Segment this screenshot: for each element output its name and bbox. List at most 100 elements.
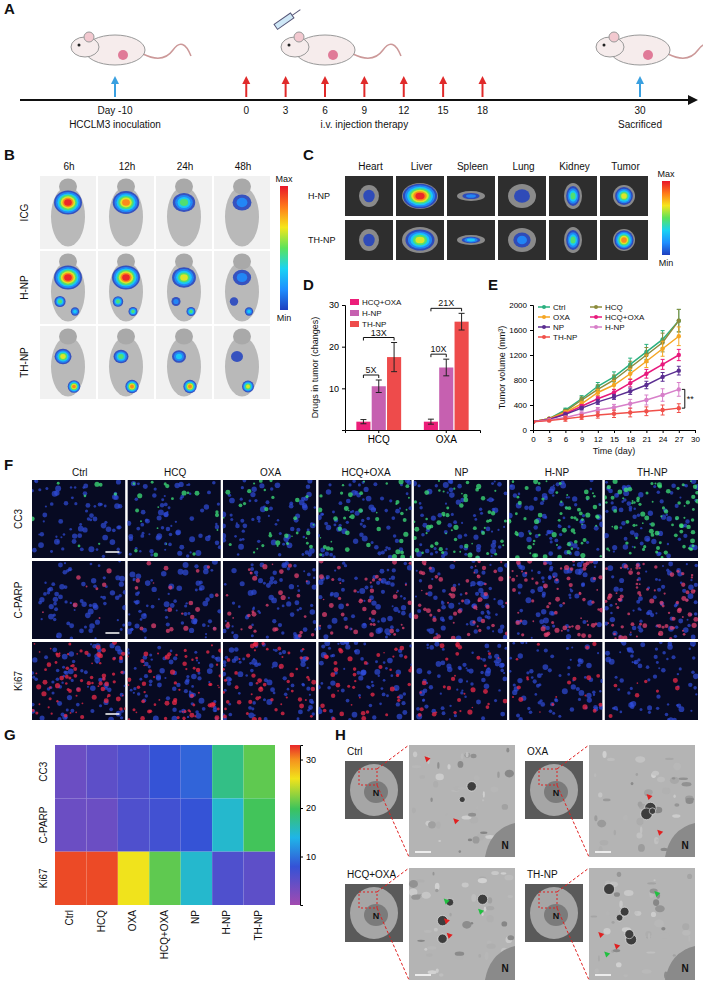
nucleus-dot bbox=[542, 581, 545, 584]
organ bbox=[564, 183, 582, 209]
signal-dot bbox=[396, 592, 398, 594]
nucleus-dot bbox=[145, 519, 148, 522]
nucleus-dot bbox=[466, 623, 468, 625]
signal-dot bbox=[484, 592, 488, 596]
error-bar bbox=[563, 413, 567, 416]
signal-blob bbox=[122, 274, 130, 281]
signal-dot bbox=[686, 525, 690, 529]
nucleus-dot bbox=[223, 511, 226, 517]
signal-blob bbox=[54, 296, 65, 307]
image-background bbox=[32, 561, 125, 639]
signal-blob bbox=[56, 350, 70, 363]
signal-dot bbox=[459, 551, 461, 553]
nucleus-dot bbox=[70, 486, 72, 488]
nucleus-dot bbox=[396, 629, 400, 633]
image-background bbox=[214, 251, 270, 324]
label: Max bbox=[275, 174, 293, 184]
nucleus-dot bbox=[552, 572, 558, 578]
nucleus-dot bbox=[258, 520, 261, 523]
signal-blob bbox=[244, 383, 252, 391]
signal-blob bbox=[118, 354, 123, 359]
tick-label: 10 bbox=[329, 384, 339, 394]
x-axis-line bbox=[346, 431, 481, 434]
nucleus-dot bbox=[444, 530, 448, 534]
nucleus-dot bbox=[160, 503, 164, 507]
nucleus-dot bbox=[58, 594, 63, 599]
nucleus-dot bbox=[461, 522, 463, 524]
signal-dot bbox=[538, 534, 541, 537]
error-bar bbox=[628, 369, 632, 379]
nucleus-dot bbox=[459, 545, 463, 549]
tick-label: 20 bbox=[306, 803, 316, 813]
plot-area bbox=[356, 313, 468, 430]
nucleus-dot bbox=[87, 517, 91, 521]
label: Tumor bbox=[611, 161, 640, 172]
signal-dot bbox=[432, 618, 436, 622]
signal-dot bbox=[114, 492, 117, 495]
nucleus-dot bbox=[328, 483, 331, 486]
nucleus-dot bbox=[307, 480, 312, 484]
signal-dot bbox=[622, 497, 624, 499]
signal-blob bbox=[466, 194, 476, 198]
nucleus-dot bbox=[494, 480, 496, 482]
nucleus-dot bbox=[471, 561, 475, 563]
marker bbox=[579, 415, 583, 419]
signal-dot bbox=[215, 510, 218, 513]
axis-title: Drugs in tumor (changes) bbox=[310, 317, 320, 419]
nucleus-dot bbox=[498, 567, 504, 573]
nucleus-dot bbox=[487, 611, 491, 615]
marker bbox=[563, 417, 567, 421]
nucleus-dot bbox=[492, 630, 494, 632]
signal-dot bbox=[106, 568, 111, 573]
signal-dot bbox=[196, 569, 200, 573]
nucleus-dot bbox=[306, 484, 311, 489]
signal-dot bbox=[424, 490, 429, 495]
column-label: HCQ+OXA bbox=[159, 910, 170, 960]
nucleus-dot bbox=[224, 583, 227, 586]
signal-dot bbox=[166, 543, 168, 545]
signal-dot bbox=[651, 533, 655, 537]
nucleus-dot bbox=[421, 533, 425, 537]
nucleus-dot bbox=[81, 602, 86, 607]
signal-blob bbox=[70, 383, 77, 390]
label: 48h bbox=[235, 161, 252, 172]
tick-mark bbox=[614, 430, 615, 433]
signal-dot bbox=[284, 533, 289, 538]
error-bar bbox=[644, 381, 648, 389]
tick-mark bbox=[342, 305, 345, 306]
signal-dot bbox=[595, 525, 597, 527]
signal-dot bbox=[351, 628, 353, 630]
nucleus-dot bbox=[308, 553, 312, 557]
nucleus-dot bbox=[419, 502, 422, 505]
signal-dot bbox=[559, 482, 562, 485]
nucleus-dot bbox=[497, 599, 503, 605]
error-bar bbox=[628, 388, 632, 394]
error-bar bbox=[443, 359, 449, 376]
nucleus-dot bbox=[665, 514, 668, 517]
nucleus-dot bbox=[94, 637, 96, 639]
nucleus-dot bbox=[623, 544, 628, 549]
signal-dot bbox=[369, 632, 374, 637]
signal-dot bbox=[376, 512, 378, 514]
nucleus-dot bbox=[385, 635, 388, 638]
signal-dot bbox=[666, 489, 671, 494]
signal-dot bbox=[473, 605, 477, 609]
signal-dot bbox=[509, 519, 511, 521]
nucleus-dot bbox=[375, 604, 381, 610]
signal-blob bbox=[616, 232, 633, 249]
legend-label: H-NP bbox=[605, 323, 625, 332]
signal-blob bbox=[71, 307, 79, 315]
nucleus-dot bbox=[96, 548, 99, 551]
nucleus-dot bbox=[44, 582, 46, 584]
nucleus-dot bbox=[225, 620, 227, 622]
tick-mark bbox=[342, 347, 345, 348]
nucleus-dot bbox=[72, 533, 77, 538]
nucleus-dot bbox=[223, 524, 226, 529]
signal-dot bbox=[691, 518, 694, 521]
signal-dot bbox=[73, 603, 78, 608]
tick: 15 bbox=[610, 430, 619, 444]
heatmap-cell bbox=[244, 745, 275, 798]
nucleus-dot bbox=[45, 487, 48, 490]
nucleus-dot bbox=[139, 550, 141, 552]
nucleus-dot bbox=[348, 483, 351, 486]
